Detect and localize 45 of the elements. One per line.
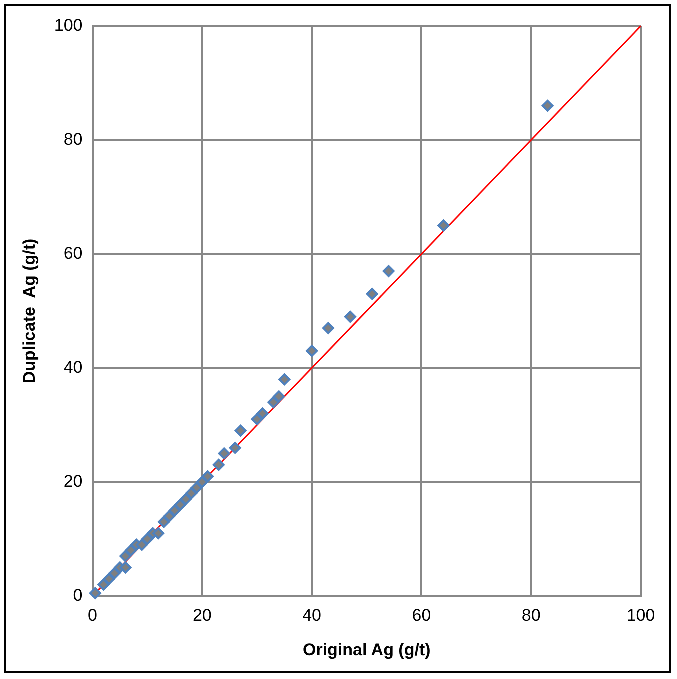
- point: [180, 493, 192, 506]
- point: [542, 100, 554, 112]
- point: [278, 374, 291, 386]
- point: [382, 265, 395, 278]
- x-tick-label: 60: [412, 606, 432, 626]
- point: [438, 220, 450, 232]
- x-tick-label: 20: [192, 606, 212, 626]
- point: [273, 390, 286, 403]
- point: [322, 322, 335, 334]
- y-tick-label: 40: [64, 358, 83, 377]
- point: [212, 459, 225, 472]
- x-tick-label: 0: [88, 606, 98, 626]
- point: [234, 424, 247, 437]
- y-tick-label: 80: [64, 130, 83, 149]
- point: [344, 310, 356, 323]
- point: [152, 528, 165, 540]
- point: [366, 288, 378, 300]
- point: [251, 414, 264, 426]
- y-axis-title: Duplicate Ag (g/t): [20, 238, 39, 384]
- y-tick-label: 20: [64, 472, 83, 491]
- point: [120, 550, 132, 562]
- point: [169, 504, 181, 517]
- point: [142, 533, 154, 546]
- x-tick-label: 80: [522, 606, 541, 626]
- x-axis-title: Original Ag (g/t): [302, 640, 431, 660]
- point: [158, 516, 170, 528]
- point: [196, 476, 208, 488]
- x-tick-label: 40: [302, 606, 322, 626]
- point: [229, 442, 242, 454]
- y-tick-label: 60: [64, 244, 83, 263]
- y-tick-label: 0: [73, 586, 83, 605]
- point: [256, 408, 269, 420]
- point: [185, 488, 198, 500]
- point: [125, 544, 138, 557]
- point: [120, 562, 132, 574]
- point: [190, 482, 203, 494]
- point: [306, 345, 318, 358]
- point: [218, 448, 230, 460]
- point: [103, 573, 116, 586]
- y-tick-label: 100: [54, 16, 83, 35]
- point: [90, 587, 102, 600]
- x-tick-label: 100: [626, 606, 656, 626]
- point: [202, 470, 214, 482]
- point: [108, 567, 121, 580]
- point: [268, 396, 280, 408]
